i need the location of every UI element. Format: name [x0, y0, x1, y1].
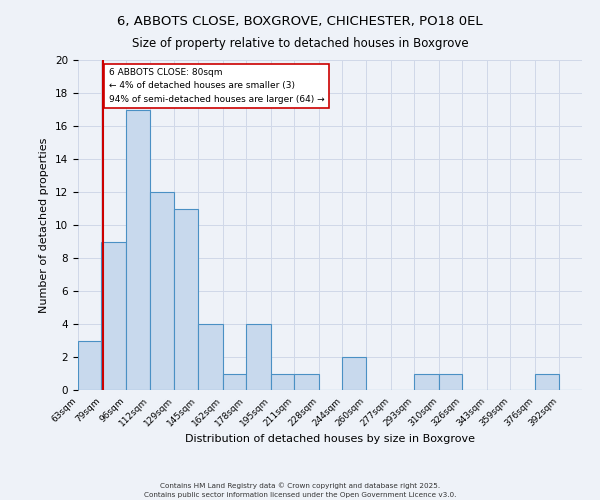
Bar: [246, 324, 271, 390]
Text: Contains HM Land Registry data © Crown copyright and database right 2025.
Contai: Contains HM Land Registry data © Crown c…: [144, 482, 456, 498]
Bar: [149, 192, 175, 390]
Text: 6, ABBOTS CLOSE, BOXGROVE, CHICHESTER, PO18 0EL: 6, ABBOTS CLOSE, BOXGROVE, CHICHESTER, P…: [117, 15, 483, 28]
Bar: [126, 110, 149, 390]
Text: 6 ABBOTS CLOSE: 80sqm
← 4% of detached houses are smaller (3)
94% of semi-detach: 6 ABBOTS CLOSE: 80sqm ← 4% of detached h…: [109, 68, 325, 104]
Bar: [343, 357, 366, 390]
Y-axis label: Number of detached properties: Number of detached properties: [40, 138, 49, 312]
Bar: [535, 374, 559, 390]
X-axis label: Distribution of detached houses by size in Boxgrove: Distribution of detached houses by size …: [185, 434, 475, 444]
Bar: [439, 374, 462, 390]
Bar: [198, 324, 223, 390]
Bar: [78, 340, 101, 390]
Bar: [223, 374, 246, 390]
Bar: [294, 374, 319, 390]
Bar: [101, 242, 126, 390]
Text: Size of property relative to detached houses in Boxgrove: Size of property relative to detached ho…: [131, 38, 469, 51]
Bar: [414, 374, 439, 390]
Bar: [175, 208, 198, 390]
Bar: [271, 374, 294, 390]
